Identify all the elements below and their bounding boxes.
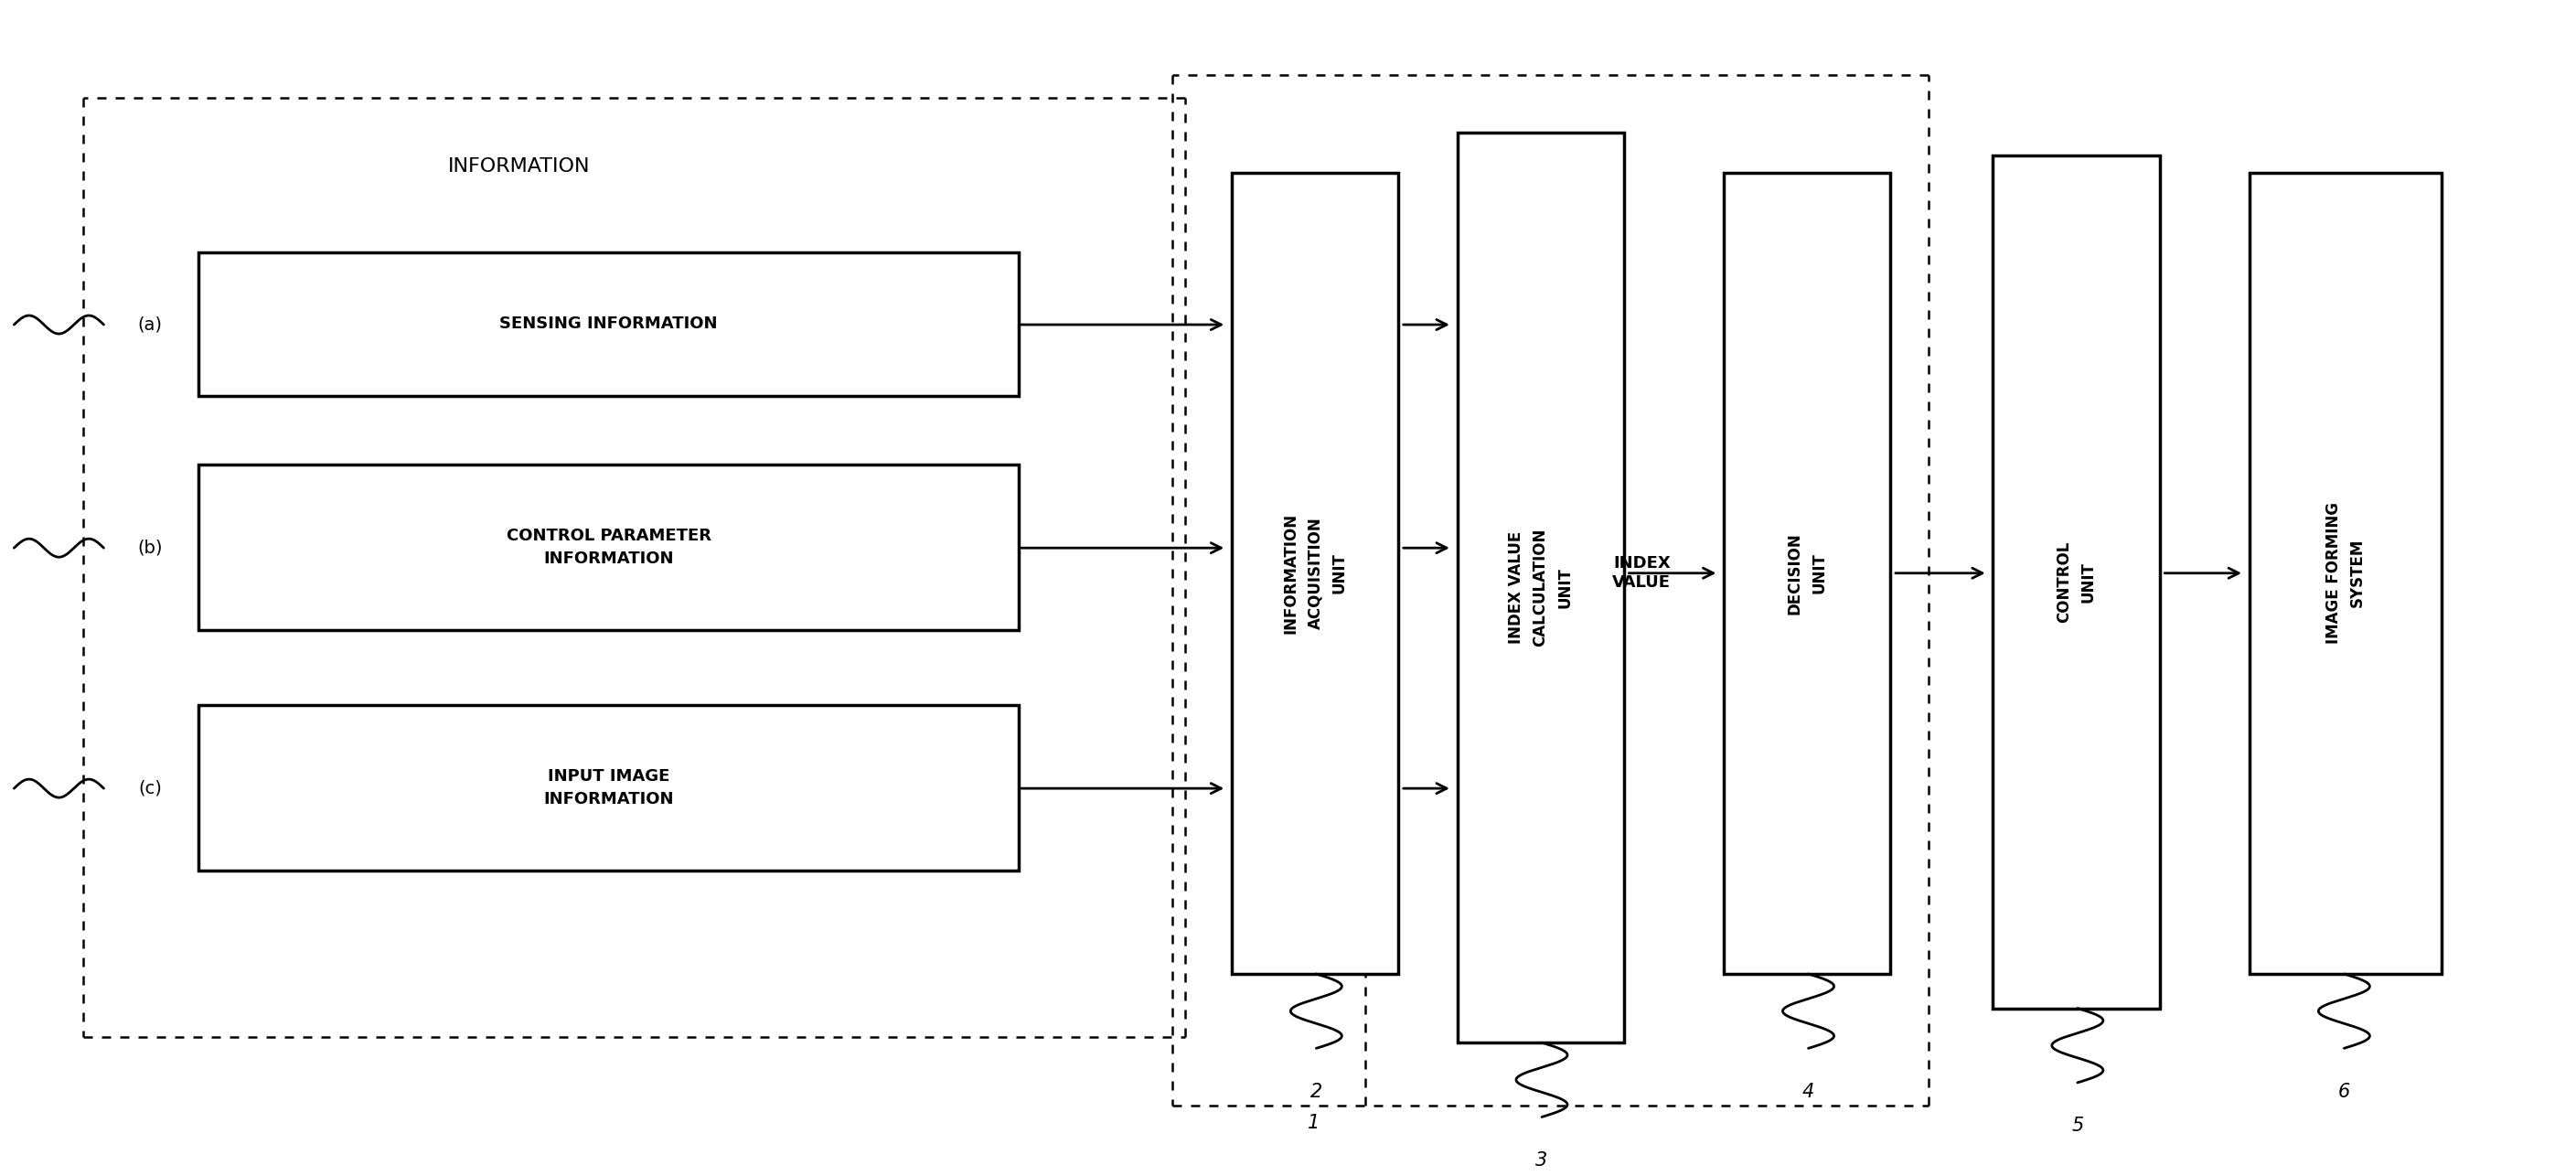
Bar <box>2249 173 2442 974</box>
Bar <box>1994 155 2159 1008</box>
Bar <box>1458 133 1623 1043</box>
Text: (c): (c) <box>139 780 162 797</box>
Text: 2: 2 <box>1311 1083 1321 1101</box>
Text: INFORMATION: INFORMATION <box>448 158 590 175</box>
Bar <box>1723 173 1891 974</box>
Text: 6: 6 <box>2339 1083 2349 1101</box>
Text: INPUT IMAGE
INFORMATION: INPUT IMAGE INFORMATION <box>544 768 675 808</box>
Text: INDEX VALUE
CALCULATION
UNIT: INDEX VALUE CALCULATION UNIT <box>1507 528 1574 647</box>
Text: 1: 1 <box>1309 1114 1319 1131</box>
Text: IMAGE FORMING
SYSTEM: IMAGE FORMING SYSTEM <box>2326 502 2365 644</box>
Text: CONTROL PARAMETER
INFORMATION: CONTROL PARAMETER INFORMATION <box>507 528 711 567</box>
Text: CONTROL
UNIT: CONTROL UNIT <box>2056 541 2097 622</box>
Text: 4: 4 <box>1803 1083 1814 1101</box>
Text: 3: 3 <box>1535 1151 1548 1170</box>
Text: INFORMATION
ACQUISITION
UNIT: INFORMATION ACQUISITION UNIT <box>1283 513 1347 634</box>
Bar <box>1231 173 1399 974</box>
Text: DECISION
UNIT: DECISION UNIT <box>1788 532 1826 614</box>
Text: 5: 5 <box>2071 1117 2084 1135</box>
Bar <box>198 704 1020 871</box>
Bar <box>198 253 1020 395</box>
Text: (b): (b) <box>137 540 162 556</box>
Bar <box>198 465 1020 630</box>
Text: (a): (a) <box>137 316 162 333</box>
Text: SENSING INFORMATION: SENSING INFORMATION <box>500 316 719 333</box>
Text: INDEX
VALUE: INDEX VALUE <box>1613 555 1672 590</box>
